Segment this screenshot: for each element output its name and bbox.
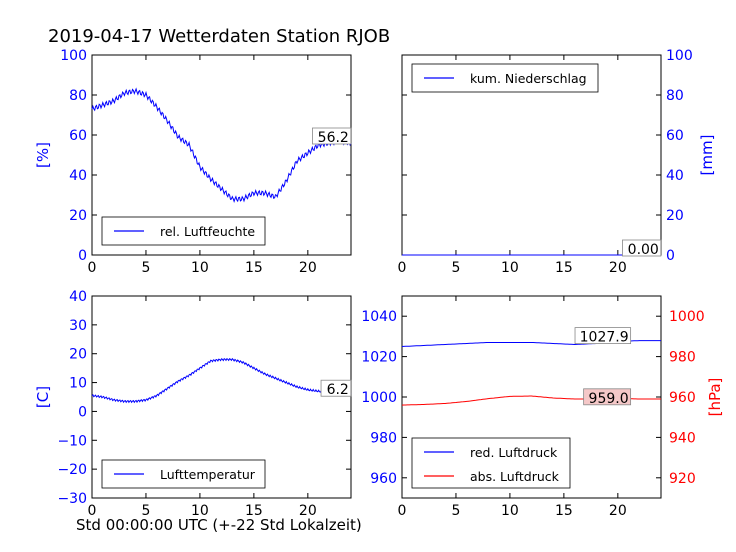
- y-tick-label: 40: [666, 168, 684, 184]
- panel-bottom-right: 0 5 10 15 20 960 980 1000 1020 1040 920 940 960 980 10…: [361, 295, 724, 519]
- y-tick-label: 1020: [361, 350, 397, 366]
- x-tick-label: 5: [141, 503, 150, 519]
- y-tick-label: 80: [69, 88, 87, 104]
- value-annotation-luftdruck-box: [574, 327, 632, 345]
- y-tick-label: 40: [69, 289, 87, 305]
- legend-box: [411, 437, 571, 489]
- y-tick-label: 980: [370, 430, 397, 446]
- x-tick-label: 15: [245, 503, 263, 519]
- y-tick-label: −10: [57, 433, 87, 449]
- x-tick-label: 5: [451, 503, 460, 519]
- axes-frame: [91, 54, 352, 256]
- y-tick-label: 100: [666, 48, 693, 64]
- series-line-0: [91, 357, 352, 404]
- x-tick-label: 5: [141, 260, 150, 276]
- y-right-tick-label: 1000: [669, 309, 705, 325]
- x-tick-label: 0: [398, 260, 407, 276]
- y-tick-label: −20: [57, 462, 87, 478]
- y-tick-label: 60: [69, 128, 87, 144]
- y-tick-label: 20: [69, 347, 87, 363]
- legend-label: kum. Niederschlag: [470, 71, 587, 86]
- legend-label: rel. Luftfeuchte: [160, 224, 255, 239]
- legend-label: red. Luftdruck: [470, 445, 558, 460]
- x-tick-label: 5: [451, 260, 460, 276]
- y-tick-label: −30: [57, 491, 87, 507]
- x-tick-label: 10: [191, 260, 209, 276]
- y-tick-label: 20: [69, 208, 87, 224]
- x-tick-label: 20: [299, 503, 317, 519]
- value-annotation: 0.00: [628, 242, 659, 258]
- y-right-tick-label: 940: [669, 430, 696, 446]
- x-tick-label: 0: [398, 503, 407, 519]
- y-right-tick-label: 960: [669, 390, 696, 406]
- y-tick-label: 100: [60, 48, 87, 64]
- x-tick-label: 0: [88, 260, 97, 276]
- y-right-tick-label: 920: [669, 471, 696, 487]
- y-tick-label: 40: [69, 168, 87, 184]
- value-annotation: 6.2: [327, 382, 349, 398]
- axes-frame: [91, 295, 352, 499]
- value-annotation: 56.2: [318, 130, 349, 146]
- legend-label: Lufttemperatur: [160, 467, 256, 482]
- y-axis-label: [mm]: [698, 135, 716, 176]
- y-axis-label: [%]: [34, 142, 52, 168]
- y-tick-label: 0: [78, 404, 87, 420]
- panel-top-left: 0 5 10 15 20 0 20 40 60 80 100 [%] rel. Luftfeuchte 5…: [34, 48, 352, 276]
- y-right-axis-label: [hPa]: [706, 378, 724, 417]
- x-tick-label: 20: [299, 260, 317, 276]
- x-tick-label: 10: [501, 503, 519, 519]
- x-axis-label: Std 00:00:00 UTC (+-22 Std Lokalzeit): [76, 516, 362, 534]
- x-tick-label: 0: [88, 503, 97, 519]
- y-tick-label: 1040: [361, 309, 397, 325]
- x-tick-label: 15: [245, 260, 263, 276]
- value-annotation-abs-luftdruck-box: [583, 388, 632, 406]
- series-line-0: [91, 87, 352, 203]
- y-tick-label: 1000: [361, 390, 397, 406]
- y-tick-label: 0: [666, 248, 675, 264]
- value-annotation-abs-luftdruck: 959.0: [589, 391, 629, 407]
- y-tick-label: 80: [666, 88, 684, 104]
- y-axis-label: [C]: [34, 386, 52, 408]
- x-tick-label: 10: [191, 503, 209, 519]
- panel-top-right: 0 5 10 15 20 0 20 40 60 80 100 [mm] kum. Niederschla…: [398, 48, 716, 276]
- x-tick-label: 10: [501, 260, 519, 276]
- chart-title: 2019-04-17 Wetterdaten Station RJOB: [48, 26, 391, 47]
- panel-bottom-left: 0 5 10 15 20 −30 −20 −10 0 10 20 30 40 [C] Lufttempera…: [34, 289, 352, 519]
- value-annotation-box: [320, 379, 352, 397]
- y-tick-label: 0: [78, 248, 87, 264]
- y-tick-label: 60: [666, 128, 684, 144]
- y-tick-label: 10: [69, 376, 87, 392]
- y-tick-label: 960: [370, 471, 397, 487]
- y-right-tick-label: 980: [669, 350, 696, 366]
- x-tick-label: 20: [609, 260, 627, 276]
- legend-label: abs. Luftdruck: [470, 469, 560, 484]
- x-tick-label: 15: [555, 503, 573, 519]
- y-tick-label: 20: [666, 208, 684, 224]
- x-tick-label: 20: [609, 503, 627, 519]
- value-annotation-box: [622, 239, 662, 257]
- value-annotation-luftdruck: 1027.9: [580, 330, 629, 346]
- value-annotation-box: [312, 127, 352, 145]
- x-tick-label: 15: [555, 260, 573, 276]
- y-tick-label: 30: [69, 318, 87, 334]
